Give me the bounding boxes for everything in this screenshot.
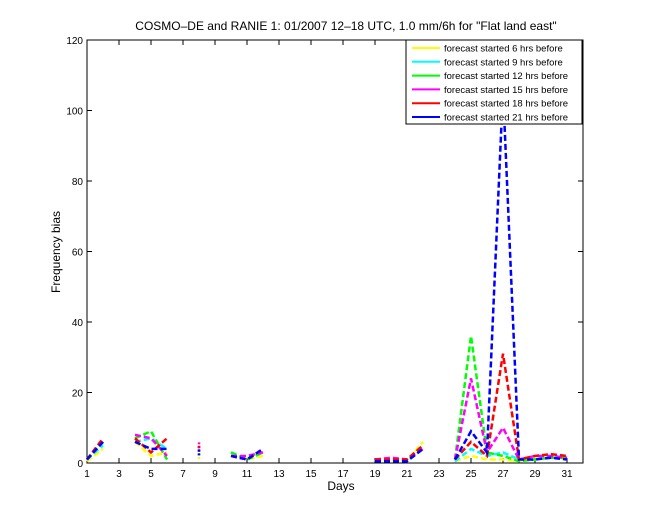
x-tick-label: 31 <box>561 469 573 480</box>
y-tick-label: 0 <box>77 459 83 470</box>
legend-label: forecast started 9 hrs before <box>444 57 563 68</box>
series-line <box>453 335 567 463</box>
x-axis-label: Days <box>327 479 354 493</box>
series-line <box>453 89 568 461</box>
x-axis: 1 3 5 7 9 11 13 15 17 19 21 23 25 27 29 31 <box>84 40 573 480</box>
x-tick-label: 15 <box>305 469 317 480</box>
y-axis-label: Frequency bias <box>49 211 63 293</box>
x-tick-label: 13 <box>273 469 285 480</box>
x-tick-label: 11 <box>242 469 253 480</box>
x-tick-label: 23 <box>433 469 445 480</box>
legend-label: forecast started 12 hrs before <box>444 71 568 82</box>
x-tick-label: 7 <box>180 469 186 480</box>
series-line <box>375 447 424 463</box>
y-tick-label: 100 <box>66 107 83 118</box>
legend-box <box>405 39 583 125</box>
x-tick-label: 27 <box>497 469 509 480</box>
series-line <box>230 447 264 461</box>
legend-label: forecast started 15 hrs before <box>444 85 568 96</box>
series-line <box>134 440 167 451</box>
x-tick-label: 3 <box>116 469 122 480</box>
series-line <box>134 440 168 458</box>
x-tick-label: 5 <box>148 469 154 480</box>
series-line <box>86 447 104 463</box>
series-line <box>134 437 168 455</box>
x-tick-label: 29 <box>529 469 541 480</box>
legend-label: forecast started 6 hrs before <box>444 44 563 55</box>
y-tick-label: 40 <box>72 318 84 329</box>
chart-title: COSMO–DE and RANIE 1: 01/2007 12–18 UTC,… <box>135 19 556 33</box>
legend-label: forecast started 18 hrs before <box>444 99 568 110</box>
x-tick-label: 21 <box>401 469 413 480</box>
x-tick-label: 9 <box>212 469 218 480</box>
legend: forecast started 6 hrs before forecast st… <box>405 39 583 125</box>
series-line <box>374 447 424 461</box>
x-tick-label: 1 <box>84 469 90 480</box>
series-layer <box>86 89 568 463</box>
series-line <box>454 353 568 461</box>
series-6 <box>86 89 568 463</box>
x-tick-label: 17 <box>337 469 349 480</box>
y-tick-label: 120 <box>66 36 83 47</box>
y-tick-label: 60 <box>72 248 84 259</box>
series-line <box>453 378 568 461</box>
y-tick-label: 20 <box>72 389 84 400</box>
series-line <box>134 436 168 450</box>
x-tick-label: 19 <box>369 469 381 480</box>
series-line <box>375 444 424 461</box>
legend-label: forecast started 21 hrs before <box>444 113 568 124</box>
y-tick-label: 80 <box>72 177 84 188</box>
x-tick-label: 25 <box>465 469 477 480</box>
series-line <box>86 441 104 461</box>
